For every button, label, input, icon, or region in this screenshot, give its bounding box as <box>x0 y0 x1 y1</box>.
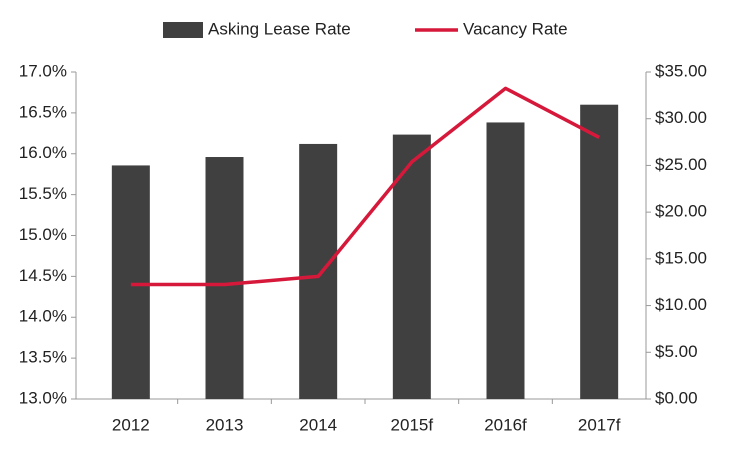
y2-tick-label: $30.00 <box>655 108 707 127</box>
x-tick-label: 2015f <box>391 415 434 434</box>
legend-label: Asking Lease Rate <box>208 19 351 38</box>
bar <box>299 143 338 399</box>
y-tick-label: 13.5% <box>19 348 67 367</box>
y-tick-label: 16.5% <box>19 102 67 121</box>
bar <box>111 165 150 399</box>
legend-label: Vacancy Rate <box>463 19 568 38</box>
y2-tick-label: $20.00 <box>655 202 707 221</box>
bar <box>205 157 244 399</box>
y-tick-label: 15.0% <box>19 225 67 244</box>
y2-tick-label: $25.00 <box>655 155 707 174</box>
y-tick-label: 14.5% <box>19 266 67 285</box>
y-tick-label: 14.0% <box>19 307 67 326</box>
x-tick-label: 2012 <box>112 415 150 434</box>
y2-tick-label: $5.00 <box>655 342 698 361</box>
bar <box>486 122 525 400</box>
y2-tick-label: $0.00 <box>655 388 698 407</box>
y2-tick-label: $35.00 <box>655 61 707 80</box>
x-tick-label: 2017f <box>578 415 621 434</box>
y-tick-label: 17.0% <box>19 61 67 80</box>
bar <box>392 134 431 399</box>
y-tick-label: 15.5% <box>19 184 67 203</box>
y2-tick-label: $15.00 <box>655 248 707 267</box>
legend-swatch <box>163 22 203 38</box>
bar <box>580 104 619 399</box>
x-tick-label: 2014 <box>299 415 337 434</box>
line <box>130 86 600 287</box>
y2-tick-label: $10.00 <box>655 295 707 314</box>
x-tick-label: 2013 <box>206 415 244 434</box>
y-tick-label: 16.0% <box>19 143 67 162</box>
x-tick-label: 2016f <box>484 415 527 434</box>
y-tick-label: 13.0% <box>19 388 67 407</box>
